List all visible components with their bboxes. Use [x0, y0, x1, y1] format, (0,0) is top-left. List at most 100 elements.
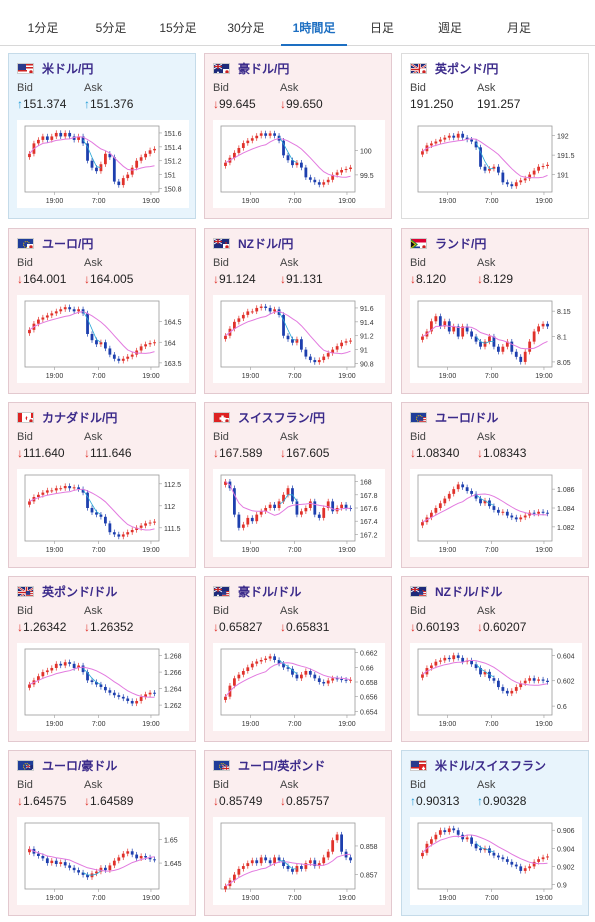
moving-average-line: [225, 137, 351, 178]
pair-title-link[interactable]: NZドル/円: [213, 235, 293, 251]
price-chart[interactable]: 0.858 0.857 19:00 7:00 19:00: [213, 817, 385, 905]
price-chart[interactable]: 8.15 8.1 8.05 19:00 7:00 19:00: [410, 295, 582, 383]
pair-title-link[interactable]: 英ポンド/円: [410, 60, 498, 76]
price-chart[interactable]: 1.086 1.084 1.082 19:00 7:00 19:00: [410, 469, 582, 557]
y-tick-label: 167.6: [360, 506, 378, 513]
candle-body: [81, 489, 85, 493]
price-chart[interactable]: 1.65 1.645 19:00 7:00 19:00: [17, 817, 189, 905]
candle-body: [492, 678, 496, 681]
rate-card-gbp-usd[interactable]: 英ポンド/ドル Bid Ask ↓1.26342 ↓1.26352 1.268 1…: [8, 576, 196, 742]
rate-card-eur-usd[interactable]: ユーロ/ドル Bid Ask ↓1.08340 ↓1.08343 1.086 1.…: [401, 402, 589, 568]
pair-title-link[interactable]: ランド/円: [410, 235, 486, 251]
candle-body: [430, 839, 433, 844]
rate-card-zar-jpy[interactable]: ランド/円 Bid Ask ↓8.120 ↓8.129 8.15 8.1 8.05 1…: [401, 228, 589, 394]
rate-card-nzd-usd[interactable]: NZドル/ドル Bid Ask ↓0.60193 ↓0.60207 0.604 0…: [401, 576, 589, 742]
x-tick-label: 7:00: [288, 895, 302, 902]
tab-3[interactable]: 30分足: [227, 21, 265, 35]
moving-average-line: [29, 136, 155, 171]
ask-label: Ask: [84, 431, 103, 443]
candle-body: [86, 143, 89, 161]
x-tick-label: 7:00: [92, 198, 106, 205]
tab-5[interactable]: 日足: [369, 21, 394, 35]
arrow-down-icon: ↓: [213, 272, 219, 286]
price-chart[interactable]: 168 167.8 167.6 167.4 167.2 19:00 7:00 19:00: [213, 469, 385, 557]
candle-body: [470, 837, 473, 844]
signal-line: [278, 311, 298, 341]
price-chart[interactable]: 100 99.5 19:00 7:00 19:00: [213, 120, 385, 208]
pair-title-link[interactable]: スイスフラン/円: [213, 409, 325, 425]
ask-value: ↓164.005: [84, 272, 134, 286]
rate-card-cad-jpy[interactable]: カナダドル/円 Bid Ask ↓111.640 ↓111.646 112.5 1…: [8, 402, 196, 568]
candle-body: [474, 493, 478, 499]
price-chart[interactable]: 192 191.5 191 19:00 7:00 19:00: [410, 120, 582, 208]
x-tick-label: 19:00: [338, 373, 356, 380]
rate-card-aud-jpy[interactable]: 豪ドル/円 Bid Ask ↓99.645 ↓99.650 100 99.5 19:…: [204, 53, 392, 219]
rate-card-eur-gbp[interactable]: ユーロ/英ポンド Bid Ask ↓0.85749 ↓0.85757 0.858…: [204, 750, 392, 916]
rate-card-aud-usd[interactable]: 豪ドル/ドル Bid Ask ↓0.65827 ↓0.65831 0.662 0.…: [204, 576, 392, 742]
price-chart[interactable]: 0.662 0.66 0.658 0.656 0.654 19:00 7:00 19:00: [213, 643, 385, 731]
price-chart[interactable]: 1.268 1.266 1.264 1.262 19:00 7:00 19:00: [17, 643, 189, 731]
arrow-down-icon: ↓: [477, 272, 483, 286]
rate-card-eur-jpy[interactable]: ユーロ/円 Bid Ask ↓164.001 ↓164.005 164.5 164…: [8, 228, 196, 394]
candle-body: [456, 326, 460, 337]
candle-body: [268, 860, 272, 864]
candle-body: [452, 135, 456, 138]
tab-0[interactable]: 1分足: [27, 21, 59, 35]
tab-1[interactable]: 5分足: [95, 21, 127, 35]
candle-body: [241, 866, 245, 869]
tab-2[interactable]: 15分足: [159, 21, 197, 35]
pair-title-link[interactable]: 豪ドル/ドル: [213, 583, 301, 599]
candle-body: [443, 830, 447, 833]
candle-body: [224, 481, 227, 485]
pair-title-link[interactable]: NZドル/ドル: [410, 583, 502, 599]
candle-body: [63, 486, 67, 489]
pair-title-link[interactable]: 豪ドル/円: [213, 60, 289, 76]
pair-title-link[interactable]: ユーロ/ドル: [410, 409, 498, 425]
candle-body: [537, 511, 540, 514]
candle-body: [434, 316, 438, 322]
candle-body: [317, 360, 321, 363]
candle-body: [546, 680, 549, 682]
candle-body: [86, 672, 89, 681]
candle-body: [546, 164, 549, 166]
candle-body: [241, 314, 245, 319]
tab-6[interactable]: 週足: [437, 21, 462, 35]
candlestick-svg: 91.6 91.4 91.2 91 90.8 19:00 7:00 19:00: [220, 300, 374, 380]
price-chart[interactable]: 151.6 151.4 151.2 151 150.8 19:00 7:00 19:00: [17, 120, 189, 208]
candle-body: [126, 174, 130, 179]
rate-card-gbp-jpy[interactable]: 英ポンド/円 Bid Ask 191.250 191.257 192 191.5 1…: [401, 53, 589, 219]
candle-body: [45, 136, 49, 140]
y-tick-label: 164: [164, 340, 176, 347]
candle-body: [295, 339, 299, 343]
pair-title-link[interactable]: カナダドル/円: [17, 409, 117, 425]
pair-title-link[interactable]: 米ドル/スイスフラン: [410, 757, 546, 773]
pair-title-link[interactable]: ユーロ/円: [17, 235, 93, 251]
price-chart[interactable]: 91.6 91.4 91.2 91 90.8 19:00 7:00 19:00: [213, 295, 385, 383]
rate-card-usd-chf[interactable]: 米ドル/スイスフラン Bid Ask ↑0.90313 ↑0.90328 0.9…: [401, 750, 589, 916]
bid-value: ↓164.001: [17, 272, 67, 286]
candle-body: [546, 856, 549, 858]
candle-body: [295, 674, 299, 679]
x-tick-label: 19:00: [338, 547, 356, 554]
price-chart[interactable]: 112.5 112 111.5 19:00 7:00 19:00: [17, 469, 189, 557]
pair-title-link[interactable]: 米ドル/円: [17, 60, 93, 76]
pair-title-link[interactable]: 英ポンド/ドル: [17, 583, 117, 599]
rate-card-eur-aud[interactable]: ユーロ/豪ドル Bid Ask ↓1.64575 ↓1.64589 1.65 1.…: [8, 750, 196, 916]
price-chart[interactable]: 0.906 0.904 0.902 0.9 19:00 7:00 19:00: [410, 817, 582, 905]
pair-title-link[interactable]: ユーロ/英ポンド: [213, 757, 325, 773]
tab-7[interactable]: 月足: [506, 21, 531, 35]
pair-title-link[interactable]: ユーロ/豪ドル: [17, 757, 117, 773]
candle-body: [28, 848, 31, 853]
candle-body: [224, 162, 227, 166]
price-chart[interactable]: 164.5 164 163.5 19:00 7:00 19:00: [17, 295, 189, 383]
rate-card-chf-jpy[interactable]: スイスフラン/円 Bid Ask ↓167.589 ↓167.605 168 16…: [204, 402, 392, 568]
candle-body: [291, 160, 294, 166]
rate-card-nzd-jpy[interactable]: NZドル/円 Bid Ask ↓91.124 ↓91.131 91.6 91.4 9…: [204, 228, 392, 394]
rate-card-usd-jpy[interactable]: 米ドル/円 Bid Ask ↑151.374 ↑151.376 151.6 151…: [8, 53, 196, 219]
tab-4[interactable]: 1時間足: [281, 0, 347, 46]
candle-body: [144, 523, 147, 526]
price-chart[interactable]: 0.604 0.602 0.6 19:00 7:00 19:00: [410, 643, 582, 731]
candle-body: [108, 865, 112, 871]
ask-label: Ask: [280, 779, 299, 791]
y-tick-label: 167.8: [360, 493, 378, 500]
